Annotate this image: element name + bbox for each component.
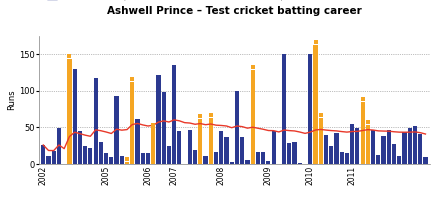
Bar (104, 153, 108, 164)
Y-axis label: Runs: Runs (7, 90, 16, 110)
Bar (88, 148, 92, 164)
Bar (266, 161, 270, 164)
Bar (72, 69, 77, 164)
Bar (298, 163, 302, 164)
Bar (130, 82, 135, 164)
Bar (141, 153, 145, 164)
Bar (78, 131, 82, 164)
Bar (193, 150, 197, 164)
Bar (308, 54, 312, 164)
Bar (188, 130, 192, 164)
Bar (83, 146, 87, 164)
Bar (282, 54, 286, 164)
Bar (99, 142, 103, 164)
Bar (46, 156, 51, 164)
Bar (402, 132, 407, 164)
Bar (125, 162, 129, 164)
Bar (424, 157, 427, 164)
Bar (313, 45, 318, 164)
Bar (230, 162, 234, 164)
Title: Ashwell Prince – Test cricket batting career: Ashwell Prince – Test cricket batting ca… (107, 6, 362, 16)
Bar (366, 125, 370, 164)
Bar (256, 152, 260, 164)
Bar (250, 70, 255, 164)
Bar (387, 130, 391, 164)
Bar (392, 144, 396, 164)
Bar (272, 131, 276, 164)
Bar (57, 128, 61, 164)
Bar (324, 135, 328, 164)
Bar (52, 151, 56, 164)
Bar (240, 137, 244, 164)
Bar (67, 59, 72, 164)
Bar (350, 124, 354, 164)
Bar (209, 118, 213, 164)
Bar (235, 91, 239, 164)
Legend: Individual innings (not out in orange and marked with a square), Career batting : Individual innings (not out in orange an… (44, 0, 385, 3)
Bar (93, 78, 98, 164)
Bar (172, 65, 176, 164)
Bar (115, 96, 118, 164)
Bar (109, 157, 113, 164)
Bar (329, 146, 333, 164)
Bar (371, 130, 375, 164)
Bar (135, 119, 140, 164)
Bar (345, 153, 349, 164)
Bar (204, 156, 207, 164)
Bar (339, 152, 344, 164)
Bar (361, 102, 365, 164)
Bar (397, 156, 401, 164)
Bar (156, 75, 161, 164)
Bar (293, 142, 297, 164)
Bar (413, 126, 417, 164)
Bar (381, 136, 386, 164)
Bar (418, 134, 422, 164)
Bar (334, 133, 339, 164)
Bar (224, 137, 229, 164)
Bar (219, 131, 224, 164)
Bar (177, 131, 181, 164)
Bar (41, 145, 45, 164)
Bar (287, 143, 292, 164)
Bar (376, 155, 381, 164)
Bar (198, 119, 202, 164)
Bar (214, 152, 218, 164)
Bar (408, 128, 412, 164)
Bar (261, 152, 265, 164)
Bar (167, 146, 171, 164)
Bar (146, 153, 150, 164)
Bar (120, 156, 124, 164)
Bar (245, 160, 250, 164)
Bar (161, 92, 166, 164)
Bar (355, 128, 359, 164)
Bar (151, 127, 155, 164)
Bar (319, 118, 323, 164)
